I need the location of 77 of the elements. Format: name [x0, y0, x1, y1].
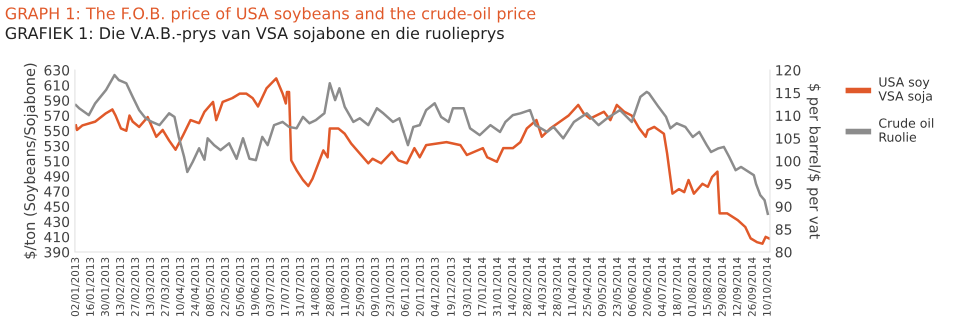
y2-tick-label: 80 — [776, 246, 792, 258]
x-tick-label: 19/06/2013 — [251, 258, 260, 316]
x-tick-label: 14/03/2014 — [538, 257, 547, 316]
y2-tick-label: 95 — [776, 178, 792, 190]
x-tick-label: 28/03/2014 — [553, 257, 562, 316]
y-tick-label: 570 — [44, 110, 70, 122]
line-series — [74, 77, 770, 245]
y-tick-label: 590 — [44, 95, 70, 106]
x-tick-label: 13/03/2013 — [146, 258, 155, 316]
y-tick-label: 450 — [44, 202, 70, 212]
x-tick-label: 19/12/2013 — [446, 258, 456, 316]
chart-title: GRAPH 1: The F.O.B. price of USA soybeans and the crude-oil price — [6, 7, 536, 23]
y-tick-label: 510 — [44, 156, 70, 167]
legend-label: USA soy VSA soja — [878, 77, 932, 104]
x-tick-label: 11/04/2014 — [568, 257, 577, 316]
y-axis-title: $/ton (Soybeans/Sojabone) — [24, 64, 38, 259]
y2-tick-label: 100 — [776, 156, 800, 167]
x-tick-label: 01/08/2014 — [688, 257, 697, 316]
x-tick-label: 28/08/2013 — [326, 258, 335, 316]
x-tick-label: 11/09/2013 — [340, 258, 350, 316]
x-tick-label: 14/02/2014 — [508, 257, 517, 316]
x-tick-label: 13/02/2013 — [116, 258, 125, 316]
x-tick-label: 18/07/2014 — [672, 257, 682, 316]
x-tick-label: 14/08/2013 — [310, 258, 320, 316]
x-tick-label: 12/09/2014 — [732, 257, 742, 316]
x-tick-label: 06/11/2013 — [400, 258, 410, 316]
x-tick-label: 04/12/2013 — [430, 258, 440, 316]
y2-tick-label: 85 — [776, 224, 792, 235]
x-tick-label: 09/10/2013 — [370, 258, 380, 316]
y-tick-label: 430 — [44, 216, 70, 228]
x-tick-label: 02/01/2013 — [71, 258, 80, 316]
y2-tick-label: 110 — [776, 110, 800, 122]
y-tick-label: 390 — [44, 246, 70, 258]
x-tick-label: 04/07/2014 — [658, 257, 667, 316]
y-tick-label: 490 — [44, 171, 70, 182]
x-tick-label: 24/04/2013 — [191, 258, 200, 316]
y2-tick-label: 105 — [776, 133, 800, 144]
x-tick-label: 10/04/2013 — [176, 258, 185, 316]
x-tick-label: 26/09/2014 — [748, 257, 757, 316]
x-tick-label: 17/07/2013 — [281, 258, 290, 316]
x-tick-label: 23/10/2013 — [386, 258, 395, 316]
y-tick-label: 470 — [44, 186, 70, 197]
x-tick-label: 16/01/2013 — [86, 258, 95, 316]
chart-subtitle: GRAFIEK 1: Die V.A.B.-prys van VSA sojabone en die ruolieprys — [6, 26, 504, 42]
x-tick-label: 29/08/2014 — [718, 257, 727, 316]
x-tick-label: 27/02/2013 — [131, 258, 140, 316]
line-series — [74, 74, 770, 216]
x-tick-label: 10/10/2014 — [762, 257, 772, 316]
x-tick-label: 05/06/2013 — [236, 258, 245, 316]
x-tick-label: 06/06/2014 — [628, 257, 637, 316]
x-tick-label: 20/06/2014 — [642, 257, 652, 316]
x-tick-label: 20/11/2013 — [416, 258, 425, 316]
x-tick-label: 17/01/2014 — [478, 257, 487, 316]
y-tick-label: 610 — [44, 80, 70, 91]
y2-axis-title: $ per barrel/$ per vat — [806, 84, 821, 239]
x-tick-label: 03/07/2013 — [266, 258, 275, 316]
x-tick-label: 08/05/2013 — [206, 258, 215, 316]
x-tick-label: 31/01/2014 — [493, 257, 502, 316]
y-tick-label: 410 — [44, 232, 70, 242]
y2-tick-label: 90 — [776, 202, 792, 212]
y-tick-label: 550 — [44, 126, 70, 136]
y-tick-label: 630 — [44, 65, 70, 76]
y2-tick-label: 120 — [776, 65, 800, 76]
x-tick-label: 30/01/2013 — [101, 258, 110, 316]
x-tick-label: 15/08/2014 — [702, 257, 712, 316]
x-tick-label: 27/03/2013 — [161, 258, 170, 316]
x-tick-label: 03/01/2014 — [463, 257, 472, 316]
x-tick-label: 28/02/2014 — [523, 257, 532, 316]
x-tick-label: 22/05/2013 — [221, 258, 230, 316]
y-tick-label: 530 — [44, 140, 70, 152]
x-tick-label: 09/05/2014 — [598, 257, 607, 316]
x-tick-label: 31/07/2013 — [296, 258, 305, 316]
x-tick-label: 25/04/2014 — [583, 257, 592, 316]
x-tick-label: 25/09/2013 — [356, 258, 365, 316]
y2-tick-label: 115 — [776, 88, 800, 98]
legend-label: Crude oil Ruolie — [879, 118, 934, 142]
x-tick-label: 23/05/2014 — [612, 257, 622, 316]
